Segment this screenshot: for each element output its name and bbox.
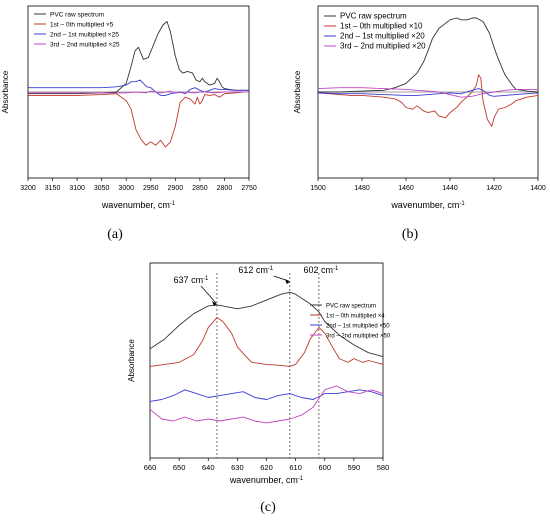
y-axis-label-b: Absorbance bbox=[293, 70, 302, 113]
x-tick-label-b-4: 1420 bbox=[486, 185, 502, 192]
x-tick-label-c-2: 640 bbox=[202, 463, 215, 472]
x-axis-label-c: wavenumber, cm-1 bbox=[229, 475, 304, 485]
series-line-c-1 bbox=[149, 317, 384, 367]
x-tick-label-b-0: 1500 bbox=[310, 185, 326, 192]
chart-panel-b: 1500 1480 1460 1440 1420 1400 PVC raw spectrum… bbox=[293, 5, 546, 210]
series-line-b-3 bbox=[317, 87, 538, 98]
annotation-arrowhead-637 bbox=[211, 301, 217, 306]
legend-label-b-3: 3rd – 2nd multiplied ×20 bbox=[340, 42, 426, 51]
x-tick-label-b-2: 1460 bbox=[398, 185, 414, 192]
chart-panel-c: 660 650 640 630 620 610 600 590 580 PVC raw spect… bbox=[127, 262, 391, 485]
legend-label-c-1: 1st – 0th multiplied ×4 bbox=[326, 314, 385, 320]
y-axis-label-c: Absorbance bbox=[127, 339, 136, 382]
caption-c: (c) bbox=[260, 500, 276, 515]
series-line-c-0 bbox=[149, 291, 384, 358]
x-tick-label-a-9: 2750 bbox=[241, 185, 257, 192]
x-tick-label-a-1: 3150 bbox=[45, 185, 61, 192]
series-line-a-3 bbox=[28, 90, 249, 94]
legend-label-b-2: 2nd – 1st multiplied ×20 bbox=[340, 32, 425, 41]
series-line-a-2 bbox=[28, 79, 249, 96]
series-line-a-0 bbox=[28, 21, 249, 95]
x-tick-label-c-1: 650 bbox=[173, 463, 186, 472]
x-tick-label-c-6: 600 bbox=[318, 463, 331, 472]
series-line-c-3 bbox=[149, 385, 384, 424]
x-tick-label-c-0: 660 bbox=[144, 463, 157, 472]
legend-label-c-0: PVC raw spectrum bbox=[326, 304, 376, 310]
x-tick-label-a-7: 2850 bbox=[192, 185, 208, 192]
legend-label-a-1: 1st – 0th multiplied ×5 bbox=[50, 22, 114, 29]
series-line-b-1 bbox=[317, 74, 539, 127]
x-tick-label-a-4: 3000 bbox=[118, 185, 134, 192]
x-tick-label-a-2: 3100 bbox=[69, 185, 85, 192]
caption-a: (a) bbox=[107, 227, 123, 242]
legend-label-c-2: 2nd – 1st multiplied ×50 bbox=[326, 324, 390, 330]
legend-label-b-1: 1st – 0th multiplied ×10 bbox=[340, 22, 423, 31]
annotation-612: 612 cm-1 bbox=[238, 265, 274, 275]
series-line-c-2 bbox=[149, 389, 384, 402]
x-tick-label-c-7: 590 bbox=[348, 463, 361, 472]
caption-b: (b) bbox=[402, 227, 419, 242]
x-tick-label-b-1: 1480 bbox=[354, 185, 370, 192]
x-tick-label-c-5: 610 bbox=[289, 463, 302, 472]
annotation-602: 602 cm-1 bbox=[303, 265, 339, 275]
x-tick-label-a-0: 3200 bbox=[20, 185, 36, 192]
x-tick-label-a-5: 2950 bbox=[143, 185, 159, 192]
legend-label-c-3: 3rd – 2nd multiplied ×50 bbox=[326, 334, 391, 340]
x-tick-label-a-3: 3050 bbox=[94, 185, 110, 192]
legend-label-a-3: 3rd – 2nd multiplied ×25 bbox=[50, 42, 120, 49]
chart-panel-a: 3200 3150 3100 3050 3000 2950 2900 2850 2800 2750… bbox=[1, 5, 257, 210]
x-tick-label-c-3: 630 bbox=[231, 463, 244, 472]
annotation-arrowhead-612 bbox=[284, 279, 290, 284]
x-axis-label-b: wavenumber, cm-1 bbox=[390, 200, 465, 210]
legend-label-b-0: PVC raw spectrum bbox=[340, 12, 407, 21]
x-tick-label-c-8: 580 bbox=[377, 463, 390, 472]
series-line-b-0 bbox=[318, 17, 539, 93]
plot-frame-c bbox=[149, 262, 384, 459]
x-tick-label-a-8: 2800 bbox=[217, 185, 233, 192]
x-tick-label-b-5: 1400 bbox=[530, 185, 546, 192]
y-axis-label-a: Absorbance bbox=[1, 70, 10, 113]
x-tick-label-c-4: 620 bbox=[260, 463, 273, 472]
series-line-a-1 bbox=[28, 91, 249, 148]
x-tick-label-a-6: 2900 bbox=[168, 185, 184, 192]
annotation-637: 637 cm-1 bbox=[174, 275, 210, 285]
x-axis-label-a: wavenumber, cm-1 bbox=[101, 200, 176, 210]
annotation-arrow-637 bbox=[200, 285, 217, 304]
legend-label-a-0: PVC raw spectrum bbox=[50, 12, 104, 19]
x-tick-label-b-3: 1440 bbox=[442, 185, 458, 192]
series-line-b-2 bbox=[317, 88, 539, 97]
legend-label-a-2: 2nd – 1st multiplied ×25 bbox=[50, 32, 119, 39]
